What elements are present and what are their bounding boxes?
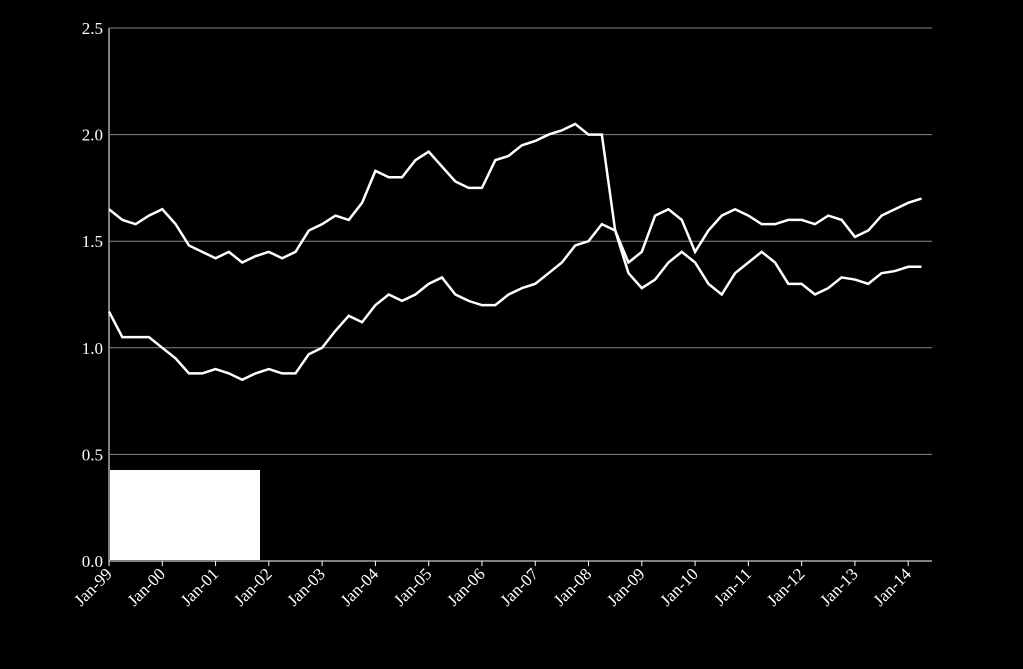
y-tick-label: 0.5 [82,445,103,464]
y-tick-label: 1.0 [82,339,103,358]
x-tick-label: Jan-07 [497,564,543,610]
x-tick-label: Jan-14 [870,564,916,610]
y-tick-label: 1.5 [82,232,103,251]
data-line [108,122,922,265]
y-tick-label: 2.0 [82,126,103,145]
x-tick-label: Jan-01 [177,564,222,609]
x-tick-label: Jan-06 [443,564,488,609]
x-tick-label: Jan-02 [230,564,275,609]
x-tick-label: Jan-05 [390,564,435,609]
x-tick-label: Jan-08 [550,564,595,609]
x-tick-label: Jan-11 [710,564,755,609]
y-tick-label: 2.5 [82,19,103,38]
blank-box [110,470,260,560]
data-line [107,222,922,382]
y-tick-label: 0.0 [82,552,103,571]
x-tick-label: Jan-03 [283,564,328,609]
x-tick-label: Jan-12 [763,564,808,609]
x-tick-label: Jan-00 [124,564,169,609]
x-tick-label: Jan-09 [603,564,648,609]
x-tick-label: Jan-04 [337,564,383,610]
x-tick-label: Jan-13 [816,564,861,609]
x-tick-label: Jan-10 [656,564,701,609]
x-tick-label: Jan-99 [70,564,115,609]
